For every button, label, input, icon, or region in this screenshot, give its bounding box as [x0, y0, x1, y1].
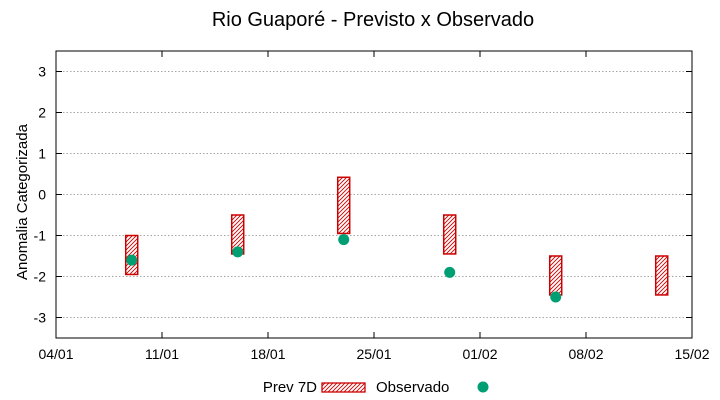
y-tick-label: 2 — [38, 105, 46, 121]
legend: Prev 7D Observado — [263, 379, 489, 396]
x-tick-label: 04/01 — [38, 346, 73, 362]
y-tick-label: 0 — [38, 187, 46, 203]
y-tick-label: 3 — [38, 64, 46, 80]
grid — [56, 71, 692, 318]
legend-swatch-prev-7d — [321, 382, 366, 393]
legend-swatch-observado — [477, 381, 489, 393]
forecast-bar — [548, 255, 563, 296]
y-tick-label: 1 — [38, 146, 46, 162]
x-tick-label: 08/02 — [568, 346, 603, 362]
observed-point — [550, 291, 562, 303]
y-tick-label: -3 — [34, 310, 47, 326]
x-tick-label: 01/02 — [462, 346, 497, 362]
legend-label-prev-7d: Prev 7D — [263, 379, 317, 396]
forecast-bar — [654, 255, 669, 296]
observed-point — [232, 246, 244, 258]
axis-ticks: -3 -2 -1 0 1 2 3 04/01 11/01 18/01 25/01 01/02 08/02… — [34, 51, 710, 362]
chart-title: Rio Guaporé - Previsto x Observado — [212, 9, 534, 31]
observed-points — [126, 234, 562, 303]
y-tick-label: -2 — [34, 269, 47, 285]
x-tick-label: 15/02 — [674, 346, 709, 362]
y-axis-label: Anomalia Categorizada — [14, 123, 31, 280]
y-tick-label: -1 — [34, 228, 47, 244]
observed-point — [338, 234, 350, 246]
x-tick-label: 11/01 — [145, 346, 179, 362]
legend-label-observado: Observado — [376, 379, 449, 396]
observed-point — [444, 266, 456, 278]
x-tick-label: 18/01 — [250, 346, 285, 362]
forecast-bar — [442, 214, 457, 255]
forecast-bar — [336, 176, 351, 235]
observed-point — [126, 254, 138, 266]
x-tick-label: 25/01 — [356, 346, 391, 362]
forecast-bars — [124, 176, 669, 296]
